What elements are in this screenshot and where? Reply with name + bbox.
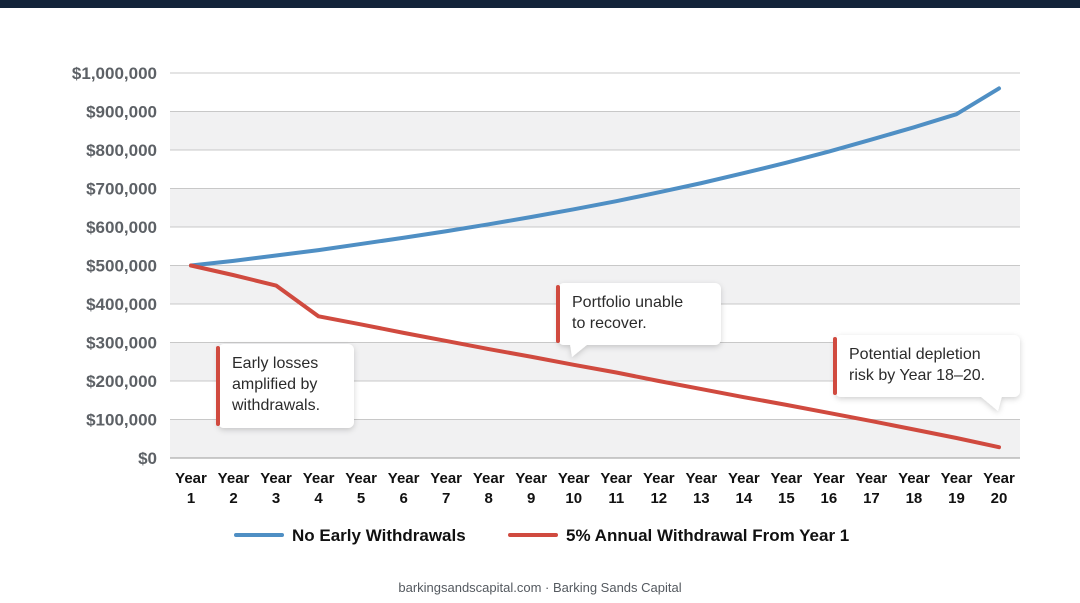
legend-label: No Early Withdrawals xyxy=(292,526,466,545)
y-tick-label: $0 xyxy=(138,449,157,468)
y-tick-label: $900,000 xyxy=(86,103,157,122)
callout-pointer xyxy=(980,396,1002,411)
callout-portfolio-unable xyxy=(558,283,721,357)
callout-depletion-risk xyxy=(835,335,1020,411)
footer-credit: barkingsandscapital.com · Barking Sands … xyxy=(398,580,682,595)
y-axis-ticks: $0 $100,000 $200,000 $300,000 $400,000 $500,0… xyxy=(72,64,157,468)
callout-accent xyxy=(216,346,220,426)
callout-box xyxy=(218,344,354,428)
grid-band xyxy=(170,73,1020,112)
series-line-5pct-withdrawal xyxy=(189,263,1001,450)
chart-container: $0 $100,000 $200,000 $300,000 $400,000 $500,0… xyxy=(0,8,1080,568)
grid-band xyxy=(170,150,1020,189)
x-tick-label: Year 18 xyxy=(898,470,930,507)
x-tick-label: Year 6 xyxy=(388,470,420,507)
callout-early-losses xyxy=(218,344,354,428)
x-tick-label: Year 20 xyxy=(983,470,1015,507)
x-tick-label: Year 3 xyxy=(260,470,292,507)
legend: No Early Withdrawals 5% Annual Withdrawal… xyxy=(234,526,849,545)
x-axis-ticks: Year 1 Year 2 Year 3 Year 4 Year 5 Year 6 Year 7 Year 8… xyxy=(175,470,1015,507)
callout-box xyxy=(558,283,721,345)
grid-band xyxy=(170,188,1020,227)
x-tick-label: Year 11 xyxy=(600,470,632,507)
x-tick-label: Year 1 xyxy=(175,470,207,507)
y-tick-label: $600,000 xyxy=(86,218,157,237)
callout-pointer xyxy=(570,344,588,357)
y-tick-label: $100,000 xyxy=(86,411,157,430)
grid-band xyxy=(170,227,1020,266)
callout-accent xyxy=(833,337,837,395)
x-tick-label: Year 5 xyxy=(345,470,377,507)
y-tick-label: $300,000 xyxy=(86,334,157,353)
x-tick-label: Year 9 xyxy=(515,470,547,507)
line-chart: $0 $100,000 $200,000 $300,000 $400,000 $500,0… xyxy=(72,64,1020,545)
callout-text: Early losses amplified by withdrawals. xyxy=(231,355,320,414)
x-tick-label: Year 19 xyxy=(941,470,973,507)
x-tick-label: Year 12 xyxy=(643,470,675,507)
callouts: Early losses amplified by withdrawals. Port… xyxy=(216,283,1020,428)
top-bar xyxy=(0,0,1080,8)
grid-band xyxy=(170,111,1020,150)
callout-text: Portfolio unable to recover. xyxy=(572,294,683,332)
x-tick-label: Year 7 xyxy=(430,470,462,507)
x-tick-label: Year 10 xyxy=(558,470,590,507)
callout-text: Potential depletion risk by Year 18–20. xyxy=(849,346,985,384)
x-tick-label: Year 13 xyxy=(685,470,717,507)
x-tick-label: Year 15 xyxy=(771,470,803,507)
y-tick-label: $1,000,000 xyxy=(72,64,157,83)
y-tick-label: $500,000 xyxy=(86,257,157,276)
callout-accent xyxy=(556,285,560,343)
series-lines xyxy=(189,86,1001,450)
y-tick-label: $200,000 xyxy=(86,372,157,391)
x-tick-label: Year 14 xyxy=(728,470,760,507)
x-tick-label: Year 17 xyxy=(856,470,888,507)
x-tick-label: Year 16 xyxy=(813,470,845,507)
series-line-no-early-withdrawals xyxy=(189,86,1001,268)
callout-box xyxy=(835,335,1020,397)
x-tick-label: Year 8 xyxy=(473,470,505,507)
y-tick-label: $400,000 xyxy=(86,295,157,314)
x-tick-label: Year 4 xyxy=(303,470,335,507)
legend-label: 5% Annual Withdrawal From Year 1 xyxy=(566,526,849,545)
y-tick-label: $800,000 xyxy=(86,141,157,160)
x-tick-label: Year 2 xyxy=(218,470,250,507)
y-tick-label: $700,000 xyxy=(86,180,157,199)
